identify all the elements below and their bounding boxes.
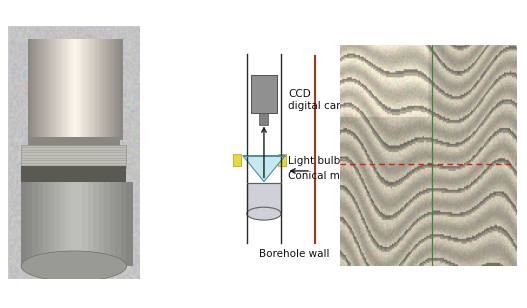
Bar [65,39,69,140]
Bar [27,181,33,266]
Bar [93,181,100,266]
Bar [58,39,62,140]
Bar [99,181,105,266]
Bar [54,181,61,266]
Bar [278,154,287,166]
Bar [108,39,111,140]
Bar [87,181,94,266]
Bar [54,39,57,140]
Bar [96,39,99,140]
Bar [73,39,75,140]
Bar [104,181,111,266]
Bar [251,75,277,113]
Bar [21,145,126,168]
Bar [94,39,97,140]
Bar [56,39,59,140]
Bar [32,39,35,140]
Bar [77,39,80,140]
Bar [92,39,94,140]
Bar [111,39,113,140]
Bar [115,181,122,266]
Bar [87,39,90,140]
Bar [247,183,281,214]
Bar [37,39,40,140]
Bar [115,39,118,140]
Bar [233,154,241,166]
Bar [42,39,45,140]
Bar [40,39,43,140]
Bar [44,39,47,140]
Bar [32,181,38,266]
Bar [106,39,109,140]
Text: CCD
digital camera: CCD digital camera [288,89,364,111]
Bar [27,39,31,140]
Bar [65,181,72,266]
Bar [75,39,78,140]
Bar [103,39,106,140]
Bar [101,39,104,140]
Bar [35,39,38,140]
Text: Borehole wall: Borehole wall [259,249,330,259]
Bar [110,181,116,266]
Bar [113,39,116,140]
Bar [21,181,27,266]
Bar [43,181,50,266]
Bar [21,166,126,183]
Bar [68,39,71,140]
Bar [118,39,121,140]
Bar [49,181,55,266]
Bar [71,181,77,266]
Bar [30,39,33,140]
Bar [121,181,127,266]
Bar [70,39,73,140]
Bar [21,181,126,266]
Bar [60,181,66,266]
Bar [120,39,123,140]
Bar [49,39,52,140]
Bar [126,181,133,266]
Bar [82,39,85,140]
Text: Light bulbs: Light bulbs [288,156,346,166]
Bar [259,113,268,125]
Polygon shape [243,156,285,182]
Ellipse shape [247,207,281,220]
Ellipse shape [21,251,126,281]
Bar [46,39,50,140]
Bar [61,39,64,140]
Text: Conical mirror: Conical mirror [288,171,363,181]
Bar [38,181,44,266]
Bar [80,39,83,140]
Bar [84,39,87,140]
Bar [27,137,120,148]
Text: OBI40 image: OBI40 image [360,55,441,68]
Bar [76,181,83,266]
Bar [63,39,66,140]
Bar [82,181,89,266]
Bar [99,39,102,140]
Bar [89,39,92,140]
Bar [51,39,54,140]
